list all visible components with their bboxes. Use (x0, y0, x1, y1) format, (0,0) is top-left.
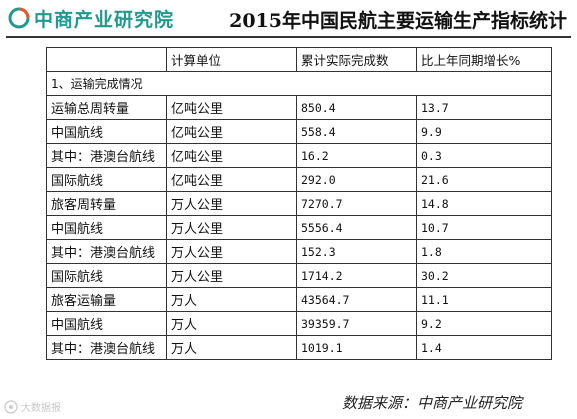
header-divider (6, 36, 571, 38)
growth-cell: 14.8 (416, 191, 552, 216)
growth-cell: 0.3 (416, 143, 552, 168)
table-row: 中国航线 亿吨公里 558.4 9.9 (46, 119, 552, 144)
row-label: 其中：港澳台航线 (46, 335, 167, 360)
value-cell: 39359.7 (296, 311, 417, 336)
row-label: 旅客运输量 (46, 287, 167, 312)
table-row: 其中：港澳台航线 亿吨公里 16.2 0.3 (46, 143, 552, 168)
growth-cell: 11.1 (416, 287, 552, 312)
section-title: 1、运输完成情况 (46, 71, 552, 96)
column-header: 累计实际完成数 (296, 47, 417, 72)
growth-cell: 21.6 (416, 167, 552, 192)
value-cell: 1019.1 (296, 335, 417, 360)
unit-cell: 万人公里 (166, 191, 297, 216)
unit-cell: 万人 (166, 311, 297, 336)
row-label: 旅客周转量 (46, 191, 167, 216)
value-cell: 16.2 (296, 143, 417, 168)
growth-cell: 9.9 (416, 119, 552, 144)
growth-cell: 30.2 (416, 263, 552, 288)
value-cell: 1714.2 (296, 263, 417, 288)
table-row: 国际航线 万人公里 1714.2 30.2 (46, 263, 552, 288)
page-header: 中商产业研究院 2015年中国民航主要运输生产指标统计 (0, 0, 577, 36)
growth-cell: 10.7 (416, 215, 552, 240)
row-label: 中国航线 (46, 215, 167, 240)
table-row: 其中：港澳台航线 万人 1019.1 1.4 (46, 335, 552, 360)
table-row: 运输总周转量 亿吨公里 850.4 13.7 (46, 95, 552, 120)
row-label: 中国航线 (46, 119, 167, 144)
statistics-table: 计算单位 累计实际完成数 比上年同期增长% 1、运输完成情况 运输总周转量 亿吨公… (46, 47, 552, 360)
row-label: 其中：港澳台航线 (46, 143, 167, 168)
value-cell: 558.4 (296, 119, 417, 144)
table-row: 其中：港澳台航线 万人公里 152.3 1.8 (46, 239, 552, 264)
unit-cell: 亿吨公里 (166, 167, 297, 192)
unit-cell: 万人公里 (166, 239, 297, 264)
logo: 中商产业研究院 (8, 5, 174, 31)
value-cell: 5556.4 (296, 215, 417, 240)
logo-icon (8, 7, 30, 29)
table-row: 国际航线 亿吨公里 292.0 21.6 (46, 167, 552, 192)
data-source-note: 数据来源：中商产业研究院 (342, 394, 523, 412)
logo-text: 中商产业研究院 (34, 8, 175, 31)
value-cell: 7270.7 (296, 191, 417, 216)
column-header: 比上年同期增长% (416, 47, 552, 72)
watermark-icon (4, 399, 18, 414)
page-title: 2015年中国民航主要运输生产指标统计 (229, 10, 567, 32)
unit-cell: 亿吨公里 (166, 95, 297, 120)
section-row: 1、运输完成情况 (46, 71, 552, 96)
value-cell: 292.0 (296, 167, 417, 192)
table-row: 中国航线 万人 39359.7 9.2 (46, 311, 552, 336)
unit-cell: 亿吨公里 (166, 143, 297, 168)
growth-cell: 1.8 (416, 239, 552, 264)
growth-cell: 1.4 (416, 335, 552, 360)
row-label: 国际航线 (46, 263, 167, 288)
unit-cell: 万人 (166, 287, 297, 312)
value-cell: 152.3 (296, 239, 417, 264)
unit-cell: 万人公里 (166, 263, 297, 288)
row-label: 运输总周转量 (46, 95, 167, 120)
unit-cell: 万人 (166, 335, 297, 360)
table-row: 旅客运输量 万人 43564.7 11.1 (46, 287, 552, 312)
table-row: 旅客周转量 万人公里 7270.7 14.8 (46, 191, 552, 216)
row-label: 国际航线 (46, 167, 167, 192)
growth-cell: 13.7 (416, 95, 552, 120)
unit-cell: 亿吨公里 (166, 119, 297, 144)
unit-cell: 万人公里 (166, 215, 297, 240)
row-label: 其中：港澳台航线 (46, 239, 167, 264)
value-cell: 43564.7 (296, 287, 417, 312)
watermark-text: 大数据报 (21, 403, 61, 414)
row-label: 中国航线 (46, 311, 167, 336)
table-row: 中国航线 万人公里 5556.4 10.7 (46, 215, 552, 240)
column-header (46, 47, 167, 72)
growth-cell: 9.2 (416, 311, 552, 336)
watermark: 大数据报 (4, 399, 61, 414)
value-cell: 850.4 (296, 95, 417, 120)
table-header-row: 计算单位 累计实际完成数 比上年同期增长% (46, 47, 552, 72)
column-header: 计算单位 (166, 47, 297, 72)
